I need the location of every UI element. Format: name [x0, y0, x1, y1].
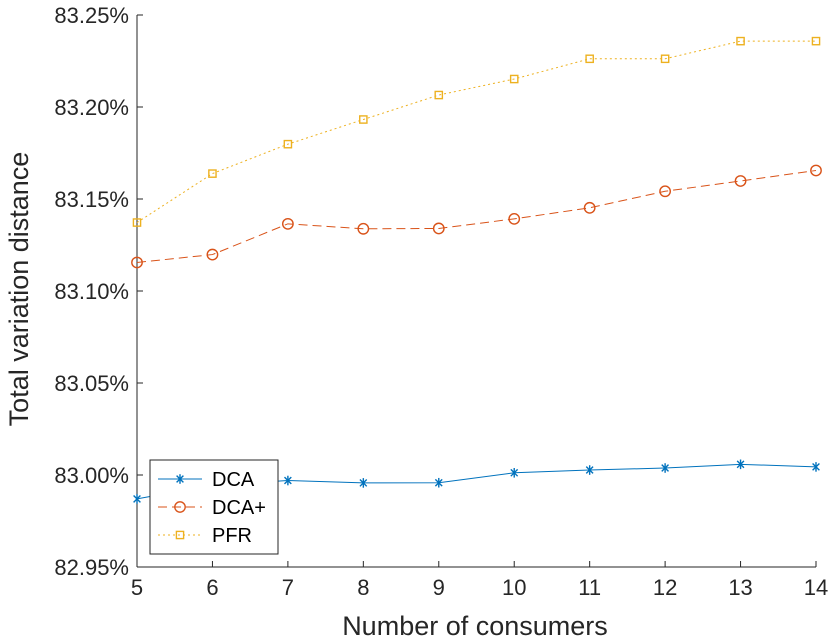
marker-stroke — [585, 466, 594, 474]
marker-stroke — [283, 476, 292, 485]
series-line-dca-plus — [136, 169, 817, 263]
x-tick-label: 11 — [578, 575, 601, 600]
data-point-dca-plus — [281, 217, 294, 230]
y-tick-label: 82.95% — [54, 555, 129, 580]
x-tick-label: 8 — [357, 575, 369, 600]
x-tick-label: 12 — [653, 575, 677, 600]
data-point-dca-plus — [508, 212, 521, 225]
x-tick-label: 14 — [804, 575, 828, 600]
x-tick-label: 10 — [502, 575, 526, 600]
data-point-pfr — [585, 54, 594, 64]
data-point-dca — [736, 459, 745, 470]
series-line-pfr — [136, 40, 816, 223]
axes: 5 6 7 8 9 10 11 12 13 14 82.95% 83.00% 83.05% 83.10% 8… — [54, 3, 828, 600]
data-point-pfr — [434, 90, 444, 100]
data-point-dca-plus — [659, 185, 672, 198]
data-point-pfr — [736, 36, 745, 46]
y-tick-label: 83.25% — [54, 3, 129, 28]
data-point-dca — [812, 462, 820, 472]
data-point-pfr — [132, 218, 142, 227]
x-tick-label: 9 — [433, 575, 445, 600]
legend-item-dca: DCA — [158, 469, 255, 491]
data-point-dca — [510, 467, 519, 478]
y-tick-label: 83.05% — [54, 371, 129, 396]
legend-box — [149, 459, 279, 555]
data-point-pfr — [283, 139, 293, 149]
marker-stroke — [359, 479, 368, 487]
y-axis-label: Total variation distance — [4, 152, 34, 427]
series-pfr — [132, 36, 821, 227]
y-tick-label: 83.20% — [54, 95, 129, 120]
data-point-dca-plus — [357, 222, 370, 235]
marker-stroke — [736, 460, 745, 469]
legend-item-pfr: PFR — [158, 525, 252, 547]
data-point-pfr — [208, 169, 217, 178]
data-point-dca — [661, 463, 670, 473]
data-point-dca — [434, 477, 443, 488]
data-point-pfr — [509, 74, 519, 84]
x-tick-label: 6 — [206, 575, 218, 600]
y-tick-label: 83.10% — [54, 279, 129, 304]
data-point-dca — [283, 475, 292, 486]
legend-label: DCA+ — [212, 497, 266, 519]
data-point-pfr — [811, 36, 821, 46]
legend-marker — [176, 474, 184, 484]
marker-stroke — [133, 495, 141, 503]
data-point-dca-plus — [734, 175, 747, 187]
x-tick-label: 13 — [728, 575, 752, 600]
marker-stroke — [812, 463, 820, 471]
y-tick-label: 83.00% — [54, 463, 129, 488]
data-point-dca-plus — [206, 248, 219, 261]
marker-stroke — [176, 475, 184, 483]
data-point-dca — [133, 494, 141, 504]
marker-stroke — [434, 478, 443, 487]
x-axis-label: Number of consumers — [342, 611, 608, 641]
data-point-dca-plus — [432, 222, 445, 235]
legend-marker — [175, 530, 185, 540]
data-point-dca — [359, 478, 368, 488]
legend: DCA DCA+ PFR — [149, 459, 279, 555]
x-tick-label: 7 — [282, 575, 294, 600]
series-dca-plus — [131, 164, 822, 269]
data-point-pfr — [660, 54, 670, 64]
series-group — [131, 36, 822, 504]
data-point-dca-plus — [583, 201, 596, 214]
data-point-pfr — [359, 115, 368, 124]
data-point-dca-plus — [131, 256, 143, 269]
y-tick-label: 83.15% — [54, 187, 129, 212]
data-point-dca — [585, 465, 594, 475]
legend-label: DCA — [212, 469, 255, 491]
marker-stroke — [510, 468, 519, 477]
x-tick-label: 5 — [131, 575, 143, 600]
legend-label: PFR — [212, 525, 252, 547]
marker-stroke — [661, 464, 670, 472]
legend-marker — [174, 501, 186, 513]
legend-item-dca-plus: DCA+ — [158, 497, 266, 519]
data-point-dca-plus — [810, 164, 822, 177]
